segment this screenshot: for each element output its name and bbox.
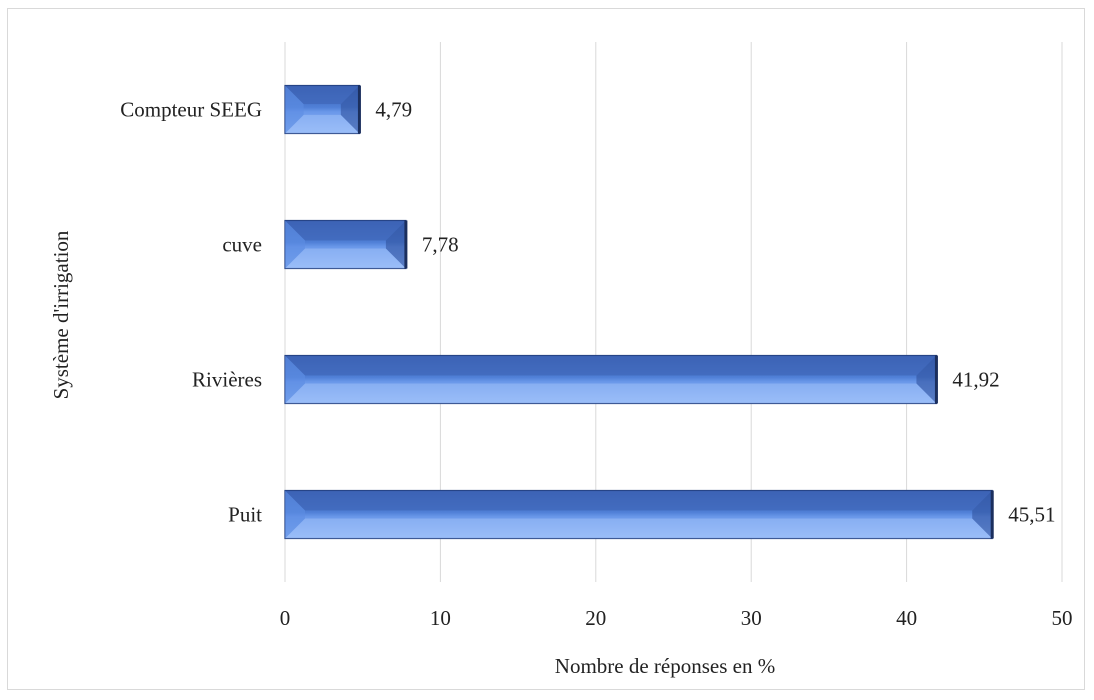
bar-bevel-top <box>285 220 406 241</box>
labels: 0 10 20 30 40 50 Compteur SEEG 4,79 cuve 7,78 Rivi… <box>120 98 1072 631</box>
bar-bevel-right <box>385 220 406 269</box>
data-label: 45,51 <box>1008 503 1055 527</box>
y-axis-title: Système d'irrigation <box>49 230 73 399</box>
bar-bevel-bottom <box>285 518 993 539</box>
y-tick-label: cuve <box>222 233 262 257</box>
data-label: 4,79 <box>375 98 412 122</box>
x-tick-label: 50 <box>1052 606 1073 630</box>
bar-bevel-top <box>285 355 937 376</box>
bar-bevel-bottom <box>285 114 360 134</box>
x-tick-label: 30 <box>741 606 762 630</box>
y-tick-label: Compteur SEEG <box>120 98 262 122</box>
x-tick-label: 20 <box>585 606 606 630</box>
x-tick-label: 40 <box>896 606 917 630</box>
bar-bevel-right <box>972 490 993 539</box>
bar-bevel-left <box>285 220 305 269</box>
bar-bevel-top <box>285 490 993 511</box>
chart-frame <box>7 8 1085 690</box>
x-axis-title: Nombre de réponses en % <box>555 654 775 678</box>
data-label: 41,92 <box>952 368 999 392</box>
y-tick-label: Rivières <box>192 368 262 392</box>
bar-bevel-left <box>285 490 305 539</box>
bar-bevel-right <box>340 85 360 134</box>
bar-bevel-right <box>916 355 937 404</box>
bars <box>284 84 994 540</box>
x-tick-label: 10 <box>430 606 451 630</box>
data-label: 7,78 <box>422 233 459 257</box>
bar-bevel-bottom <box>285 248 406 269</box>
bar-bevel-left <box>285 85 304 134</box>
bar-bevel-top <box>285 85 360 105</box>
x-tick-label: 0 <box>280 606 291 630</box>
bar-bevel-bottom <box>285 383 937 404</box>
bar-bevel-left <box>285 355 305 404</box>
y-tick-label: Puit <box>228 503 262 527</box>
